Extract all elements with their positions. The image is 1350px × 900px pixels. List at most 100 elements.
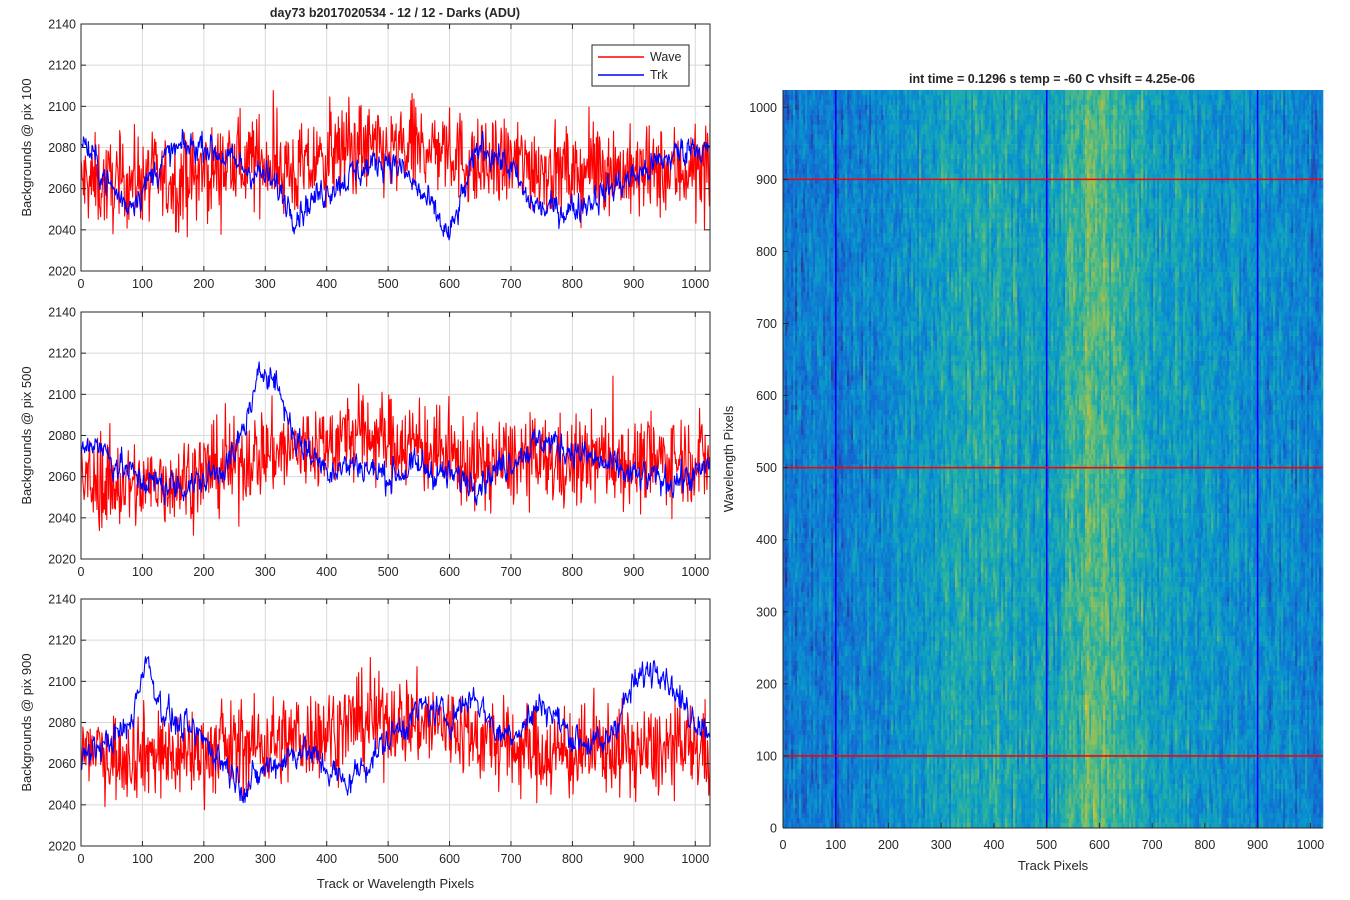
y-tick-label: 900 <box>756 173 777 187</box>
y-tick-label: 2060 <box>48 470 76 484</box>
x-tick-label: 600 <box>439 565 460 579</box>
heatmap-cell-group <box>919 90 1236 829</box>
y-tick-label: 2040 <box>48 798 76 812</box>
x-tick-label: 600 <box>439 852 460 866</box>
y-axis-label: Backgrounds @ pix 500 <box>19 366 34 504</box>
heatmap-cell-group <box>783 90 1324 829</box>
y-tick-label: 2060 <box>48 182 76 196</box>
x-tick-label: 100 <box>132 565 153 579</box>
y-tick-label: 2040 <box>48 511 76 525</box>
x-tick-label: 200 <box>193 852 214 866</box>
x-tick-label: 200 <box>193 277 214 291</box>
heatmap-cell-group <box>863 90 1254 829</box>
x-tick-label: 300 <box>255 565 276 579</box>
x-tick-label: 100 <box>825 838 846 852</box>
x-tick-label: 400 <box>316 565 337 579</box>
heatmap-panel: 0 100 200 300 400 500 600 700 800 900 1000 0 100 200 3… <box>721 90 1324 873</box>
x-tick-label: 900 <box>623 852 644 866</box>
y-tick-label: 0 <box>770 822 777 836</box>
x-tick-label: 300 <box>931 838 952 852</box>
heatmap-cell-group <box>955 90 1144 829</box>
series-line-trk <box>80 128 711 241</box>
legend-label-wave: Wave <box>650 50 682 64</box>
x-tick-label: 800 <box>562 852 583 866</box>
x-tick-label: 500 <box>378 277 399 291</box>
y-tick-label: 100 <box>756 749 777 763</box>
y-tick-label: 2100 <box>48 675 76 689</box>
x-tick-label: 700 <box>1142 838 1163 852</box>
series-line-wave <box>80 89 711 238</box>
x-tick-label: 700 <box>501 277 522 291</box>
x-axis-label: Track or Wavelength Pixels <box>317 876 475 891</box>
x-tick-label: 100 <box>132 852 153 866</box>
x-tick-label: 300 <box>255 852 276 866</box>
y-tick-label: 2020 <box>48 840 76 854</box>
y-axis-label: Backgrounds @ pix 900 <box>19 653 34 791</box>
y-tick-label: 2140 <box>48 306 76 320</box>
series-line-wave <box>80 656 711 811</box>
x-tick-label: 200 <box>193 565 214 579</box>
x-tick-label: 0 <box>780 838 787 852</box>
heatmap-cell-group <box>1085 705 1088 711</box>
x-tick-label: 800 <box>562 277 583 291</box>
y-axis-label: Backgrounds @ pix 100 <box>19 78 34 216</box>
y-tick-label: 2140 <box>48 593 76 607</box>
heatmap-title: int time = 0.1296 s temp = -60 C vhsift … <box>909 72 1195 86</box>
y-tick-label: 2020 <box>48 265 76 279</box>
y-tick-label: 2120 <box>48 347 76 361</box>
x-tick-label: 500 <box>1036 838 1057 852</box>
x-tick-label: 1000 <box>681 277 709 291</box>
x-tick-label: 800 <box>1194 838 1215 852</box>
x-tick-label: 700 <box>501 565 522 579</box>
y-tick-label: 200 <box>756 677 777 691</box>
y-tick-label: 2060 <box>48 757 76 771</box>
x-tick-label: 1000 <box>681 565 709 579</box>
heatmap-cell-group <box>863 90 1284 829</box>
x-tick-label: 600 <box>1089 838 1110 852</box>
x-tick-label: 500 <box>378 565 399 579</box>
y-tick-label: 500 <box>756 461 777 475</box>
figure-title: day73 b2017020534 - 12 / 12 - Darks (ADU… <box>270 6 520 20</box>
heatmap-cell-group <box>783 90 1324 829</box>
series-line-wave <box>80 375 711 536</box>
legend-label-trk: Trk <box>650 68 668 82</box>
y-tick-label: 2100 <box>48 388 76 402</box>
x-tick-label: 1000 <box>1296 838 1324 852</box>
y-tick-label: 2080 <box>48 429 76 443</box>
y-tick-label: 2080 <box>48 716 76 730</box>
heatmap-cell-group <box>783 90 1324 829</box>
y-tick-label: 2100 <box>48 100 76 114</box>
y-tick-label: 2140 <box>48 18 76 32</box>
x-tick-label: 700 <box>501 852 522 866</box>
y-tick-label: 2020 <box>48 553 76 567</box>
heatmap-cell-group <box>789 90 1324 829</box>
y-tick-label: 2120 <box>48 634 76 648</box>
heatmap-cell-group <box>785 577 788 583</box>
y-tick-label: 2040 <box>48 223 76 237</box>
y-tick-label: 2080 <box>48 141 76 155</box>
x-tick-label: 0 <box>78 277 85 291</box>
legend: Wave Trk <box>591 44 690 87</box>
x-axis-label: Track Pixels <box>1018 858 1089 873</box>
heatmap-image <box>783 90 1324 829</box>
x-tick-label: 0 <box>78 852 85 866</box>
x-tick-label: 400 <box>316 852 337 866</box>
heatmap-cell-group <box>783 90 1324 829</box>
line-panel-2: 0 100 200 300 400 500 600 700 800 900 1000 2020 2040… <box>19 306 711 579</box>
y-tick-label: 400 <box>756 533 777 547</box>
x-tick-label: 600 <box>439 277 460 291</box>
x-tick-label: 400 <box>984 838 1005 852</box>
y-axis-label: Wavelength Pixels <box>721 405 736 512</box>
x-tick-label: 1000 <box>681 852 709 866</box>
y-tick-label: 2120 <box>48 59 76 73</box>
x-tick-label: 100 <box>132 277 153 291</box>
heatmap-cell-group <box>789 90 1324 829</box>
y-tick-label: 1000 <box>749 101 777 115</box>
y-tick-label: 300 <box>756 605 777 619</box>
heatmap-cell-group <box>1065 99 1144 829</box>
heatmap-cell-group <box>785 572 788 578</box>
x-tick-label: 400 <box>316 277 337 291</box>
x-tick-label: 900 <box>623 565 644 579</box>
heatmap-cell-group <box>1085 173 1106 819</box>
